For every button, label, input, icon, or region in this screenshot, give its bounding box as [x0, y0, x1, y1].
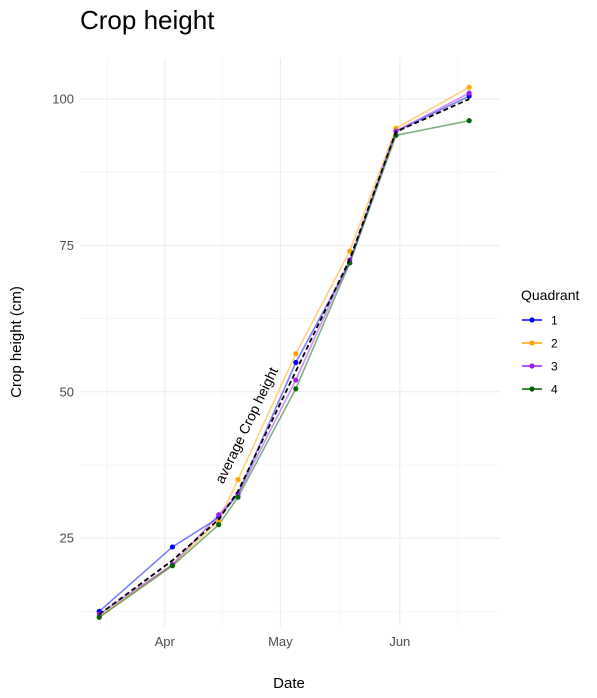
chart-title: Crop height — [80, 5, 215, 35]
legend-key-point-1 — [529, 317, 535, 323]
legend-label-4: 4 — [551, 383, 558, 397]
y-axis-title: Crop height (cm) — [8, 286, 25, 398]
data-point-quadrant-4 — [466, 118, 472, 124]
x-axis-ticks: Apr May Jun — [155, 634, 411, 649]
x-tick-label: May — [268, 634, 293, 649]
series-layer — [96, 84, 472, 620]
y-tick-label: 25 — [60, 531, 74, 546]
data-point-quadrant-4 — [293, 386, 299, 392]
data-point-quadrant-1 — [169, 544, 176, 550]
data-point-quadrant-2 — [466, 84, 472, 90]
data-point-quadrant-4 — [216, 522, 222, 528]
data-point-quadrant-1 — [293, 359, 299, 366]
data-point-quadrant-4 — [169, 563, 176, 569]
legend-label-1: 1 — [551, 314, 558, 328]
y-tick-label: 50 — [60, 384, 74, 399]
data-point-quadrant-2 — [216, 517, 222, 524]
x-tick-label: Jun — [389, 634, 410, 649]
legend-key-point-3 — [529, 363, 535, 369]
data-point-quadrant-4 — [235, 494, 241, 500]
legend: Quadrant 1 2 3 4 — [521, 287, 579, 397]
data-point-quadrant-2 — [347, 248, 353, 254]
legend-title: Quadrant — [521, 287, 579, 303]
x-axis-title: Date — [273, 675, 305, 692]
data-point-quadrant-3 — [293, 377, 299, 383]
legend-label-3: 3 — [551, 360, 558, 374]
y-tick-label: 75 — [60, 238, 74, 253]
x-tick-label: Apr — [155, 634, 176, 649]
data-point-quadrant-2 — [235, 477, 241, 483]
data-point-quadrant-3 — [466, 90, 472, 96]
data-point-quadrant-4 — [96, 614, 102, 620]
legend-label-2: 2 — [551, 337, 558, 351]
legend-key-point-4 — [529, 386, 535, 392]
legend-key-point-2 — [529, 340, 535, 346]
series-line-quadrant-3 — [98, 92, 470, 615]
data-point-quadrant-2 — [293, 351, 299, 357]
y-tick-label: 100 — [52, 91, 74, 106]
y-axis-ticks: 25 50 75 100 — [52, 91, 74, 545]
minor-gridlines — [80, 58, 500, 626]
series-line-quadrant-4 — [98, 119, 470, 618]
